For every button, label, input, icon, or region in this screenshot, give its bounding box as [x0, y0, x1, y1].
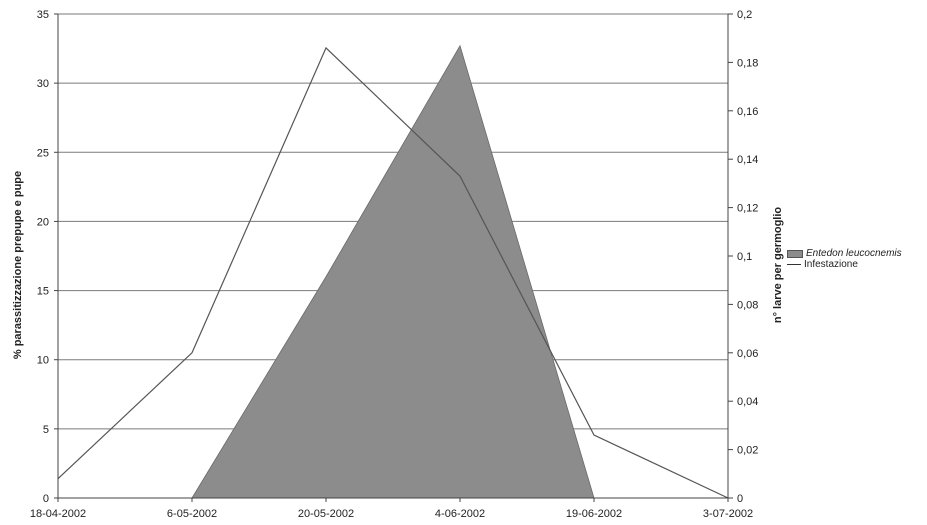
left-tick-label: 0: [43, 493, 49, 505]
right-tick-label: 0,08: [737, 299, 758, 311]
left-tick-label: 25: [37, 147, 49, 159]
right-tick-label: 0,04: [737, 396, 758, 408]
left-tick-label: 20: [37, 216, 49, 228]
x-axis-ticks: 18-04-2002 6-05-2002 20-05-2002 4-06-2002 19…: [30, 498, 753, 520]
x-tick-label: 4-06-2002: [435, 508, 485, 520]
infestazione-line: [57, 46, 729, 499]
x-tick-label: 18-04-2002: [30, 508, 86, 520]
x-tick-label: 6-05-2002: [167, 508, 217, 520]
right-tick-label: 0,06: [737, 348, 758, 360]
entedon-area: [191, 44, 595, 499]
right-tick-label: 0,1: [737, 251, 752, 263]
right-tick-label: 0,18: [737, 57, 758, 69]
right-tick-label: 0,14: [737, 154, 758, 166]
left-tick-label: 35: [37, 9, 49, 21]
legend-swatch-area: [787, 249, 803, 258]
right-axis-ticks: 0 0,02 0,04 0,06 0,08 0,1 0,12 0,14 0,16 0,18 0,2: [728, 9, 758, 505]
legend-label-entedon: Entedon leucocnemis: [806, 248, 902, 259]
right-tick-label: 0,16: [737, 106, 758, 118]
left-tick-label: 5: [43, 424, 49, 436]
x-tick-label: 3-07-2002: [703, 508, 753, 520]
legend-item-entedon: Entedon leucocnemis: [787, 248, 902, 259]
left-tick-label: 15: [37, 286, 49, 298]
right-tick-label: 0,12: [737, 203, 758, 215]
right-tick-label: 0,2: [737, 9, 752, 21]
legend-swatch-line: [787, 264, 801, 265]
legend-item-infestazione: Infestazione: [787, 259, 902, 270]
entedon-area-series: [191, 44, 595, 499]
left-tick-label: 10: [37, 355, 49, 367]
left-tick-label: 30: [37, 78, 49, 90]
x-tick-label: 19-06-2002: [566, 508, 622, 520]
x-tick-label: 20-05-2002: [298, 508, 354, 520]
left-axis-ticks: 0 5 10 15 20 25 30 35: [37, 9, 58, 505]
right-axis-title: n° larve per germoglio: [772, 207, 784, 324]
right-tick-label: 0: [737, 493, 743, 505]
right-tick-label: 0,02: [737, 445, 758, 457]
legend: Entedon leucocnemis Infestazione: [787, 248, 902, 270]
legend-label-infestazione: Infestazione: [804, 259, 858, 270]
left-axis-title: % parassitizzazione prepupe e pupe: [12, 171, 24, 359]
